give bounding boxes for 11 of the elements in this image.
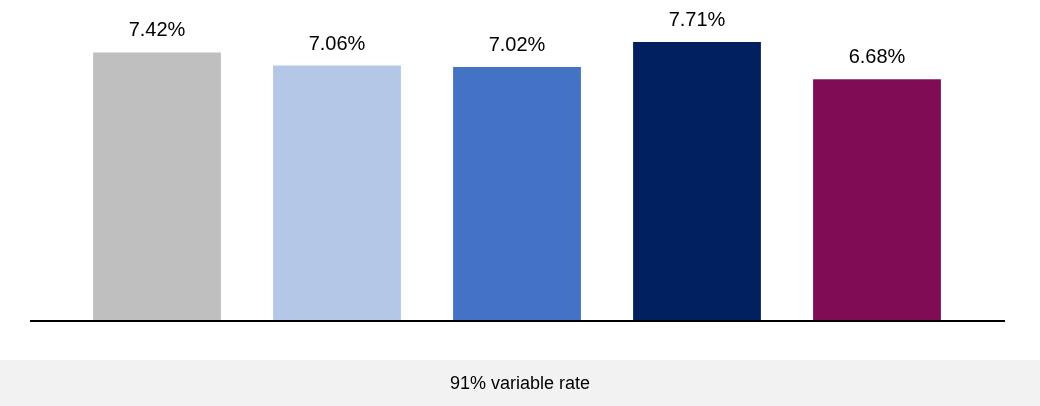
text: 91% variable rate <box>449 373 591 393</box>
bar <box>273 65 401 321</box>
data-label: 7.06% <box>308 31 366 54</box>
bar <box>813 79 941 321</box>
data-label: 7.42% <box>128 18 186 41</box>
data-label: 7.02% <box>488 32 546 55</box>
bar <box>453 66 581 321</box>
data-label: 7.71% <box>668 8 726 30</box>
bar <box>633 42 761 321</box>
bar <box>93 52 221 321</box>
data-label: 6.68% <box>848 45 906 68</box>
